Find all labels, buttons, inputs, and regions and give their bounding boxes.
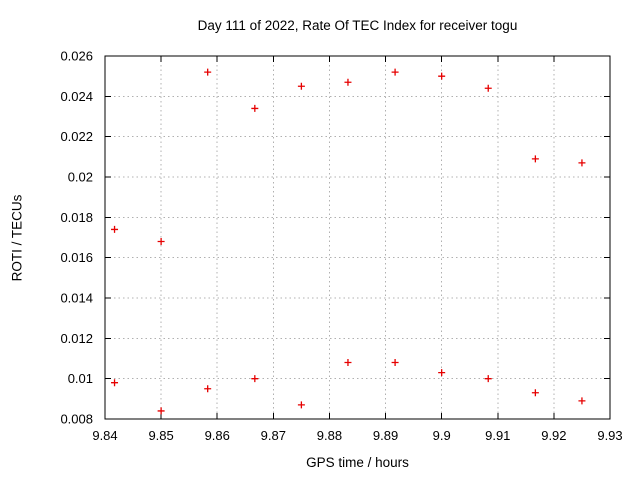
x-tick-label: 9.87 [261, 428, 286, 443]
data-point-marker [157, 238, 165, 246]
data-point-marker [297, 82, 305, 90]
data-point-marker [438, 369, 446, 377]
y-tick-label: 0.022 [60, 129, 93, 144]
y-tick-label: 0.008 [60, 412, 93, 427]
y-tick-label: 0.02 [68, 170, 93, 185]
x-tick-label: 9.93 [597, 428, 622, 443]
data-point-marker [578, 159, 586, 167]
x-tick-label: 9.9 [433, 428, 451, 443]
y-tick-label: 0.018 [60, 210, 93, 225]
data-point-marker [204, 385, 212, 393]
data-point-marker [391, 68, 399, 76]
data-point-marker [297, 401, 305, 409]
plot-border [104, 55, 611, 420]
data-point-marker [484, 84, 492, 92]
data-point-marker [204, 68, 212, 76]
data-point-marker [111, 225, 119, 233]
y-tick-label: 0.026 [60, 49, 93, 64]
x-tick-label: 9.92 [541, 428, 566, 443]
y-tick-label: 0.024 [60, 89, 93, 104]
data-point-marker [111, 379, 119, 387]
data-point-marker [438, 72, 446, 80]
x-tick-label: 9.88 [317, 428, 342, 443]
x-axis-label: GPS time / hours [306, 455, 409, 470]
x-tick-label: 9.86 [205, 428, 230, 443]
data-point-marker [251, 104, 259, 112]
data-point-marker [251, 375, 259, 383]
chart-title: Day 111 of 2022, Rate Of TEC Index for r… [197, 18, 518, 33]
data-point-marker [391, 359, 399, 367]
data-point-marker [484, 375, 492, 383]
y-tick-label: 0.012 [60, 331, 93, 346]
x-tick-label: 9.89 [373, 428, 398, 443]
data-point-marker [531, 155, 539, 163]
y-tick-label: 0.01 [68, 371, 93, 386]
data-point-marker [157, 407, 165, 415]
y-tick-label: 0.016 [60, 250, 93, 265]
data-point-marker [531, 389, 539, 397]
x-tick-label: 9.91 [485, 428, 510, 443]
data-point-marker [578, 397, 586, 405]
data-point-marker [344, 359, 352, 367]
x-tick-label: 9.84 [92, 428, 117, 443]
y-tick-label: 0.014 [60, 291, 93, 306]
x-tick-label: 9.85 [148, 428, 173, 443]
data-point-marker [344, 78, 352, 86]
